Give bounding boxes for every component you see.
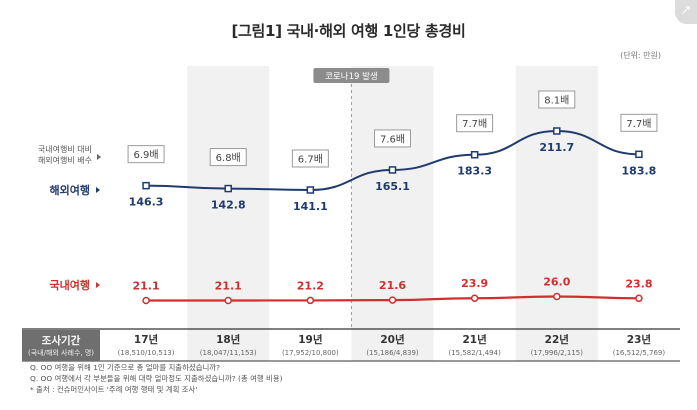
- axis-title-box: [22, 330, 100, 361]
- overseas-point: [142, 181, 150, 190]
- x-tick-label: 21년: [463, 333, 487, 346]
- note-line: Q. OO 여행을 위해 1인 기준으로 총 얼마를 지출하셨습니까?: [30, 363, 221, 372]
- domestic-point: [224, 296, 232, 305]
- overseas-value-label: 183.8: [622, 164, 657, 177]
- column-shade: [351, 66, 434, 361]
- covid-annotation-box: [313, 68, 390, 83]
- expand-icon[interactable]: ↗: [675, 0, 697, 24]
- x-tick-sample: (16,512/5,769): [613, 349, 666, 357]
- x-tick-sample: (17,952/10,800): [282, 349, 339, 357]
- ratio-legend-line: 국내여행비 대비: [38, 144, 92, 154]
- ratio-legend-arrow-icon: [97, 154, 101, 160]
- overseas-value-label: 183.3: [457, 165, 492, 178]
- ratio-value-label: 7.7배: [626, 118, 651, 130]
- ratio-value-label: 7.7배: [462, 118, 487, 130]
- series-legend-overseas: 해외여행: [50, 183, 90, 197]
- overseas-value-label: 142.8: [211, 199, 246, 212]
- overseas-point: [470, 150, 479, 159]
- overseas-value-label: 211.7: [539, 141, 574, 154]
- x-tick-sample: (17,996/2,115): [531, 349, 584, 357]
- domestic-point: [388, 296, 397, 304]
- domestic-value-label: 23.9: [461, 277, 488, 290]
- ratio-box: [538, 90, 576, 109]
- overseas-point: [553, 127, 561, 135]
- notes: Q. OO 여행을 위해 1인 기준으로 총 얼마를 지출하셨습니까? Q. O…: [30, 362, 283, 395]
- domestic-point: [306, 296, 315, 305]
- x-tick-label: 20년: [380, 333, 404, 346]
- ratio-value-label: 6.7배: [298, 154, 323, 166]
- series-legend-domestic: 국내여행: [50, 278, 90, 292]
- axis-subtitle: (국내/해외 사례수, 명): [28, 348, 94, 357]
- x-tick-label: 23년: [627, 333, 651, 346]
- domestic-point: [553, 292, 561, 301]
- column-shade: [515, 66, 598, 361]
- domestic-value-label: 21.1: [215, 280, 242, 293]
- ratio-box: [209, 148, 247, 167]
- x-tick-label: 17년: [134, 333, 158, 346]
- overseas-point: [224, 184, 232, 193]
- x-tick-label: 22년: [545, 333, 569, 346]
- overseas-value-label: 141.1: [293, 200, 328, 213]
- x-tick-sample: (15,186/4,839): [366, 349, 419, 357]
- ratio-box: [127, 145, 165, 164]
- ratio-box: [291, 149, 329, 168]
- domestic-point: [470, 294, 479, 302]
- note-line: Q. OO 여행에서 각 부분들을 위해 대략 얼마정도 지출하셨습니까? (총…: [30, 374, 283, 383]
- domestic-legend-arrow-icon: [96, 282, 100, 288]
- domestic-point: [635, 294, 643, 303]
- ratio-value-label: 6.8배: [216, 152, 241, 164]
- domestic-value-label: 21.1: [133, 280, 160, 293]
- domestic-point: [142, 296, 150, 305]
- x-tick-label: 19년: [298, 333, 322, 346]
- ratio-legend-line: 해외여행비 배수: [38, 155, 92, 165]
- unit-label: (단위: 만원): [620, 51, 661, 60]
- x-tick-label: 18년: [216, 333, 240, 346]
- ratio-box: [620, 113, 658, 132]
- overseas-legend-arrow-icon: [96, 187, 100, 193]
- ratio-value-label: 7.6배: [380, 133, 405, 145]
- ratio-value-label: 8.1배: [544, 95, 569, 107]
- ratio-box: [374, 129, 411, 148]
- overseas-value-label: 165.1: [375, 180, 410, 193]
- domestic-value-label: 23.8: [625, 277, 652, 290]
- covid-annotation-text: 코로나19 발생: [325, 71, 378, 82]
- axis-title: 조사기간: [42, 334, 81, 347]
- domestic-value-label: 21.2: [297, 279, 324, 292]
- column-shade: [187, 66, 270, 361]
- domestic-value-label: 21.6: [379, 279, 406, 292]
- domestic-value-label: 26.0: [543, 276, 570, 289]
- ratio-box: [456, 114, 494, 133]
- overseas-point: [635, 150, 643, 159]
- x-tick-sample: (18,510/10,513): [118, 349, 175, 357]
- overseas-point: [306, 186, 315, 194]
- ratio-value-label: 6.9배: [134, 149, 159, 161]
- chart-title: [그림1] 국내·해외 여행 1인당 총경비: [231, 22, 466, 40]
- overseas-point: [388, 166, 397, 174]
- note-line: * 출처 : 컨슈머인사이트 '주례 여행 행태 및 계획 조사': [30, 385, 198, 394]
- x-tick-sample: (18,047/11,153): [200, 349, 257, 357]
- overseas-value-label: 146.3: [129, 196, 164, 209]
- x-tick-sample: (15,582/1,494): [448, 349, 501, 357]
